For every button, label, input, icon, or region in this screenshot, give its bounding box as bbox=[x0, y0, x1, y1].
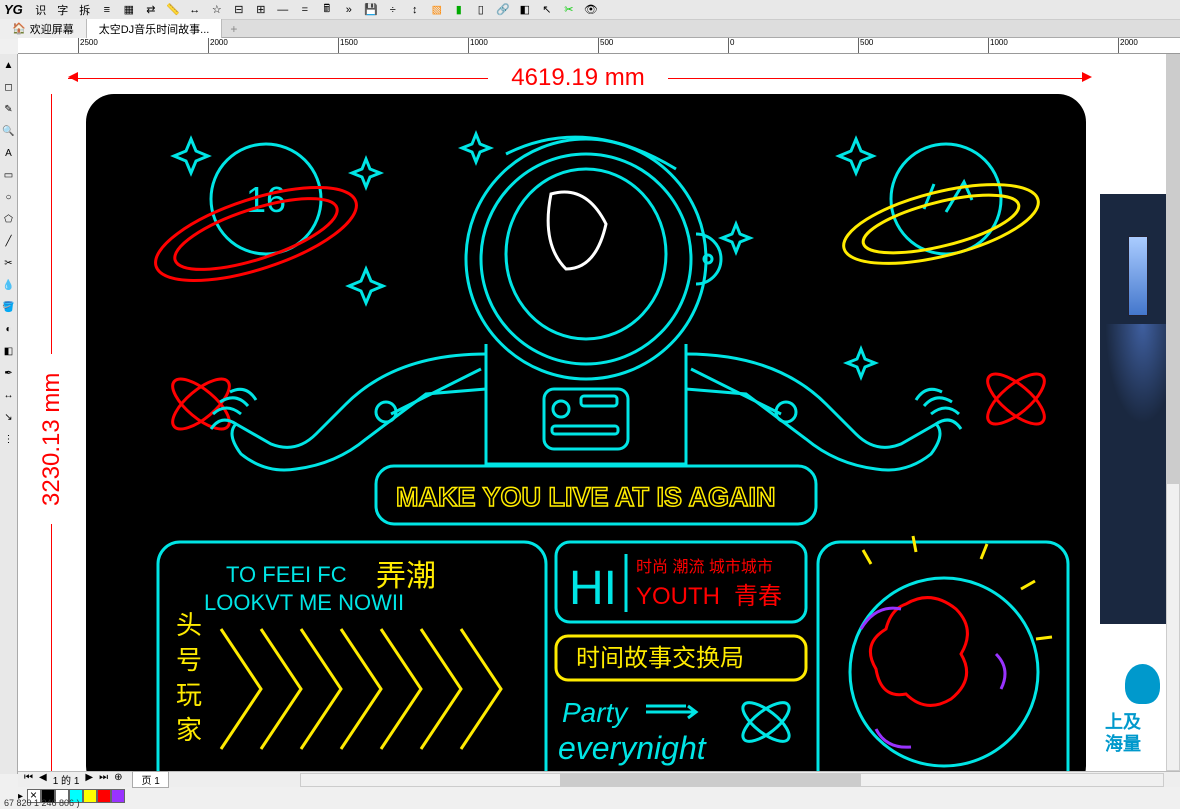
tool-crop[interactable]: ✂ bbox=[2, 256, 16, 270]
tb-minus-icon[interactable]: — bbox=[275, 2, 291, 18]
tb-save-icon[interactable]: 💾 bbox=[363, 2, 379, 18]
pager-text: 1 的 1 bbox=[51, 772, 82, 787]
top-toolbar: YG 识 字 拆 ≡ ▦ ⇄ 📏 ↔ ☆ ⊟ ⊞ — = 🖩 » 💾 ÷ ↕ ▧… bbox=[0, 0, 1180, 20]
tb-div-icon[interactable]: ÷ bbox=[385, 2, 401, 18]
ruler-horizontal: 2500 2000 1500 1000 500 0 500 1000 2000 bbox=[18, 38, 1180, 54]
app-logo: YG bbox=[4, 2, 23, 17]
add-tab-button[interactable]: + bbox=[222, 22, 245, 36]
page-tab-1[interactable]: 页 1 bbox=[132, 771, 168, 788]
box-left-v3: 玩 bbox=[176, 680, 202, 710]
tb-sort-icon[interactable]: ↕ bbox=[407, 2, 423, 18]
dimension-height: 3230.13 mm bbox=[38, 94, 66, 774]
tb-cn-1[interactable]: 识 bbox=[33, 2, 49, 18]
box-left-line1: TO FEEI FC bbox=[226, 562, 347, 587]
tb-star-icon[interactable]: ☆ bbox=[209, 2, 225, 18]
color-yellow[interactable] bbox=[83, 789, 97, 803]
tool-connector[interactable]: ↘ bbox=[2, 410, 16, 424]
tab-welcome[interactable]: 🏠 欢迎屏幕 bbox=[0, 19, 87, 39]
tb-doc-icon[interactable]: ▯ bbox=[473, 2, 489, 18]
tb-palette-icon[interactable]: ▧ bbox=[429, 2, 445, 18]
home-icon: 🏠 bbox=[12, 22, 26, 35]
tb-chevrons-icon[interactable]: » bbox=[341, 2, 357, 18]
tool-blend[interactable]: ◧ bbox=[2, 344, 16, 358]
tb-align-icon[interactable]: ≡ bbox=[99, 2, 115, 18]
tb-grid-icon[interactable]: ▦ bbox=[121, 2, 137, 18]
box-left-v4: 家 bbox=[176, 715, 202, 745]
left-toolbox: ▲ ◻ ✎ 🔍 A ▭ ○ ⬠ ╱ ✂ 💧 🪣 ◐ ◧ ✒ ↔ ↘ ⋮ bbox=[0, 54, 18, 774]
color-red[interactable] bbox=[97, 789, 111, 803]
tb-equals-icon[interactable]: = bbox=[297, 2, 313, 18]
tb-ruler-icon[interactable]: 📏 bbox=[165, 2, 181, 18]
nav-last[interactable]: ⏭ bbox=[97, 772, 110, 787]
tb-cn-2[interactable]: 字 bbox=[55, 2, 71, 18]
everynight-text: everynight bbox=[558, 730, 707, 766]
box-left-v1: 头 bbox=[176, 610, 202, 640]
tool-freehand[interactable]: ✎ bbox=[2, 102, 16, 116]
box-left-line3: LOOKVT ME NOWII bbox=[204, 590, 404, 615]
tool-text[interactable]: A bbox=[2, 146, 16, 160]
tb-chain-icon[interactable]: 🔗 bbox=[495, 2, 511, 18]
box-left-cn1: 弄潮 bbox=[376, 560, 436, 593]
canvas[interactable]: 4619.19 mm 3230.13 mm 16 bbox=[18, 54, 1180, 774]
nav-next[interactable]: ▶ bbox=[83, 772, 95, 787]
tool-more[interactable]: ⋮ bbox=[2, 432, 16, 446]
document-tabs: 🏠 欢迎屏幕 太空DJ音乐时间故事... + bbox=[0, 20, 1180, 38]
mid-top-cn: 青春 bbox=[734, 583, 782, 610]
tool-polygon[interactable]: ⬠ bbox=[2, 212, 16, 226]
tab-doc-label: 太空DJ音乐时间故事... bbox=[99, 21, 210, 37]
tb-calc-icon[interactable]: 🖩 bbox=[319, 2, 335, 18]
box-left-v2: 号 bbox=[176, 645, 202, 675]
party-text: Party bbox=[562, 697, 629, 728]
tb-dim-icon[interactable]: ↔ bbox=[187, 2, 203, 18]
nav-first[interactable]: ⏮ bbox=[22, 772, 35, 787]
tool-eyedrop[interactable]: 💧 bbox=[2, 278, 16, 292]
dimension-width: 4619.19 mm bbox=[68, 64, 1088, 92]
tab-welcome-label: 欢迎屏幕 bbox=[30, 21, 74, 37]
tool-transparency[interactable]: ◐ bbox=[2, 322, 16, 336]
scrollbar-horizontal[interactable] bbox=[300, 773, 1164, 787]
color-purple[interactable] bbox=[111, 789, 125, 803]
mid-top-youth: YOUTH bbox=[636, 583, 720, 610]
tool-shape[interactable]: ◻ bbox=[2, 80, 16, 94]
tb-cn-3[interactable]: 拆 bbox=[77, 2, 93, 18]
nav-add-page[interactable]: ⊕ bbox=[112, 772, 124, 787]
statue-head-icon bbox=[1125, 664, 1160, 704]
artwork-black-board: 16 bbox=[86, 94, 1086, 774]
tool-dimension[interactable]: ↔ bbox=[2, 388, 16, 402]
tool-line[interactable]: ╱ bbox=[2, 234, 16, 248]
mid-top-line1: 时尚 潮流 城市城市 bbox=[636, 558, 773, 576]
status-coords: 67 820 1 246 806 ) bbox=[0, 797, 84, 809]
tb-group-icon[interactable]: ⊞ bbox=[253, 2, 269, 18]
tb-cut-icon[interactable]: ✂ bbox=[561, 2, 577, 18]
tb-cursor2-icon[interactable]: ↖ bbox=[539, 2, 555, 18]
tool-fill[interactable]: 🪣 bbox=[2, 300, 16, 314]
tool-pick[interactable]: ▲ bbox=[2, 58, 16, 72]
tb-swap-icon[interactable]: ⇄ bbox=[143, 2, 159, 18]
side-lamp-graphic bbox=[1128, 236, 1148, 316]
tb-green-icon[interactable]: ▮ bbox=[451, 2, 467, 18]
tb-preview-icon[interactable]: 👁 bbox=[583, 2, 599, 18]
tb-eraser-icon[interactable]: ◧ bbox=[517, 2, 533, 18]
tool-outline[interactable]: ✒ bbox=[2, 366, 16, 380]
tab-document[interactable]: 太空DJ音乐时间故事... bbox=[87, 19, 223, 39]
nav-prev[interactable]: ◀ bbox=[37, 772, 49, 787]
banner-main-text: MAKE YOU LIVE AT IS AGAIN bbox=[396, 482, 776, 512]
tb-ungroup-icon[interactable]: ⊟ bbox=[231, 2, 247, 18]
tool-ellipse[interactable]: ○ bbox=[2, 190, 16, 204]
hi-text: HI bbox=[569, 562, 617, 615]
mid-mid-text: 时间故事交换局 bbox=[576, 645, 744, 672]
tool-rect[interactable]: ▭ bbox=[2, 168, 16, 182]
scrollbar-vertical[interactable] bbox=[1166, 54, 1180, 771]
tool-zoom[interactable]: 🔍 bbox=[2, 124, 16, 138]
